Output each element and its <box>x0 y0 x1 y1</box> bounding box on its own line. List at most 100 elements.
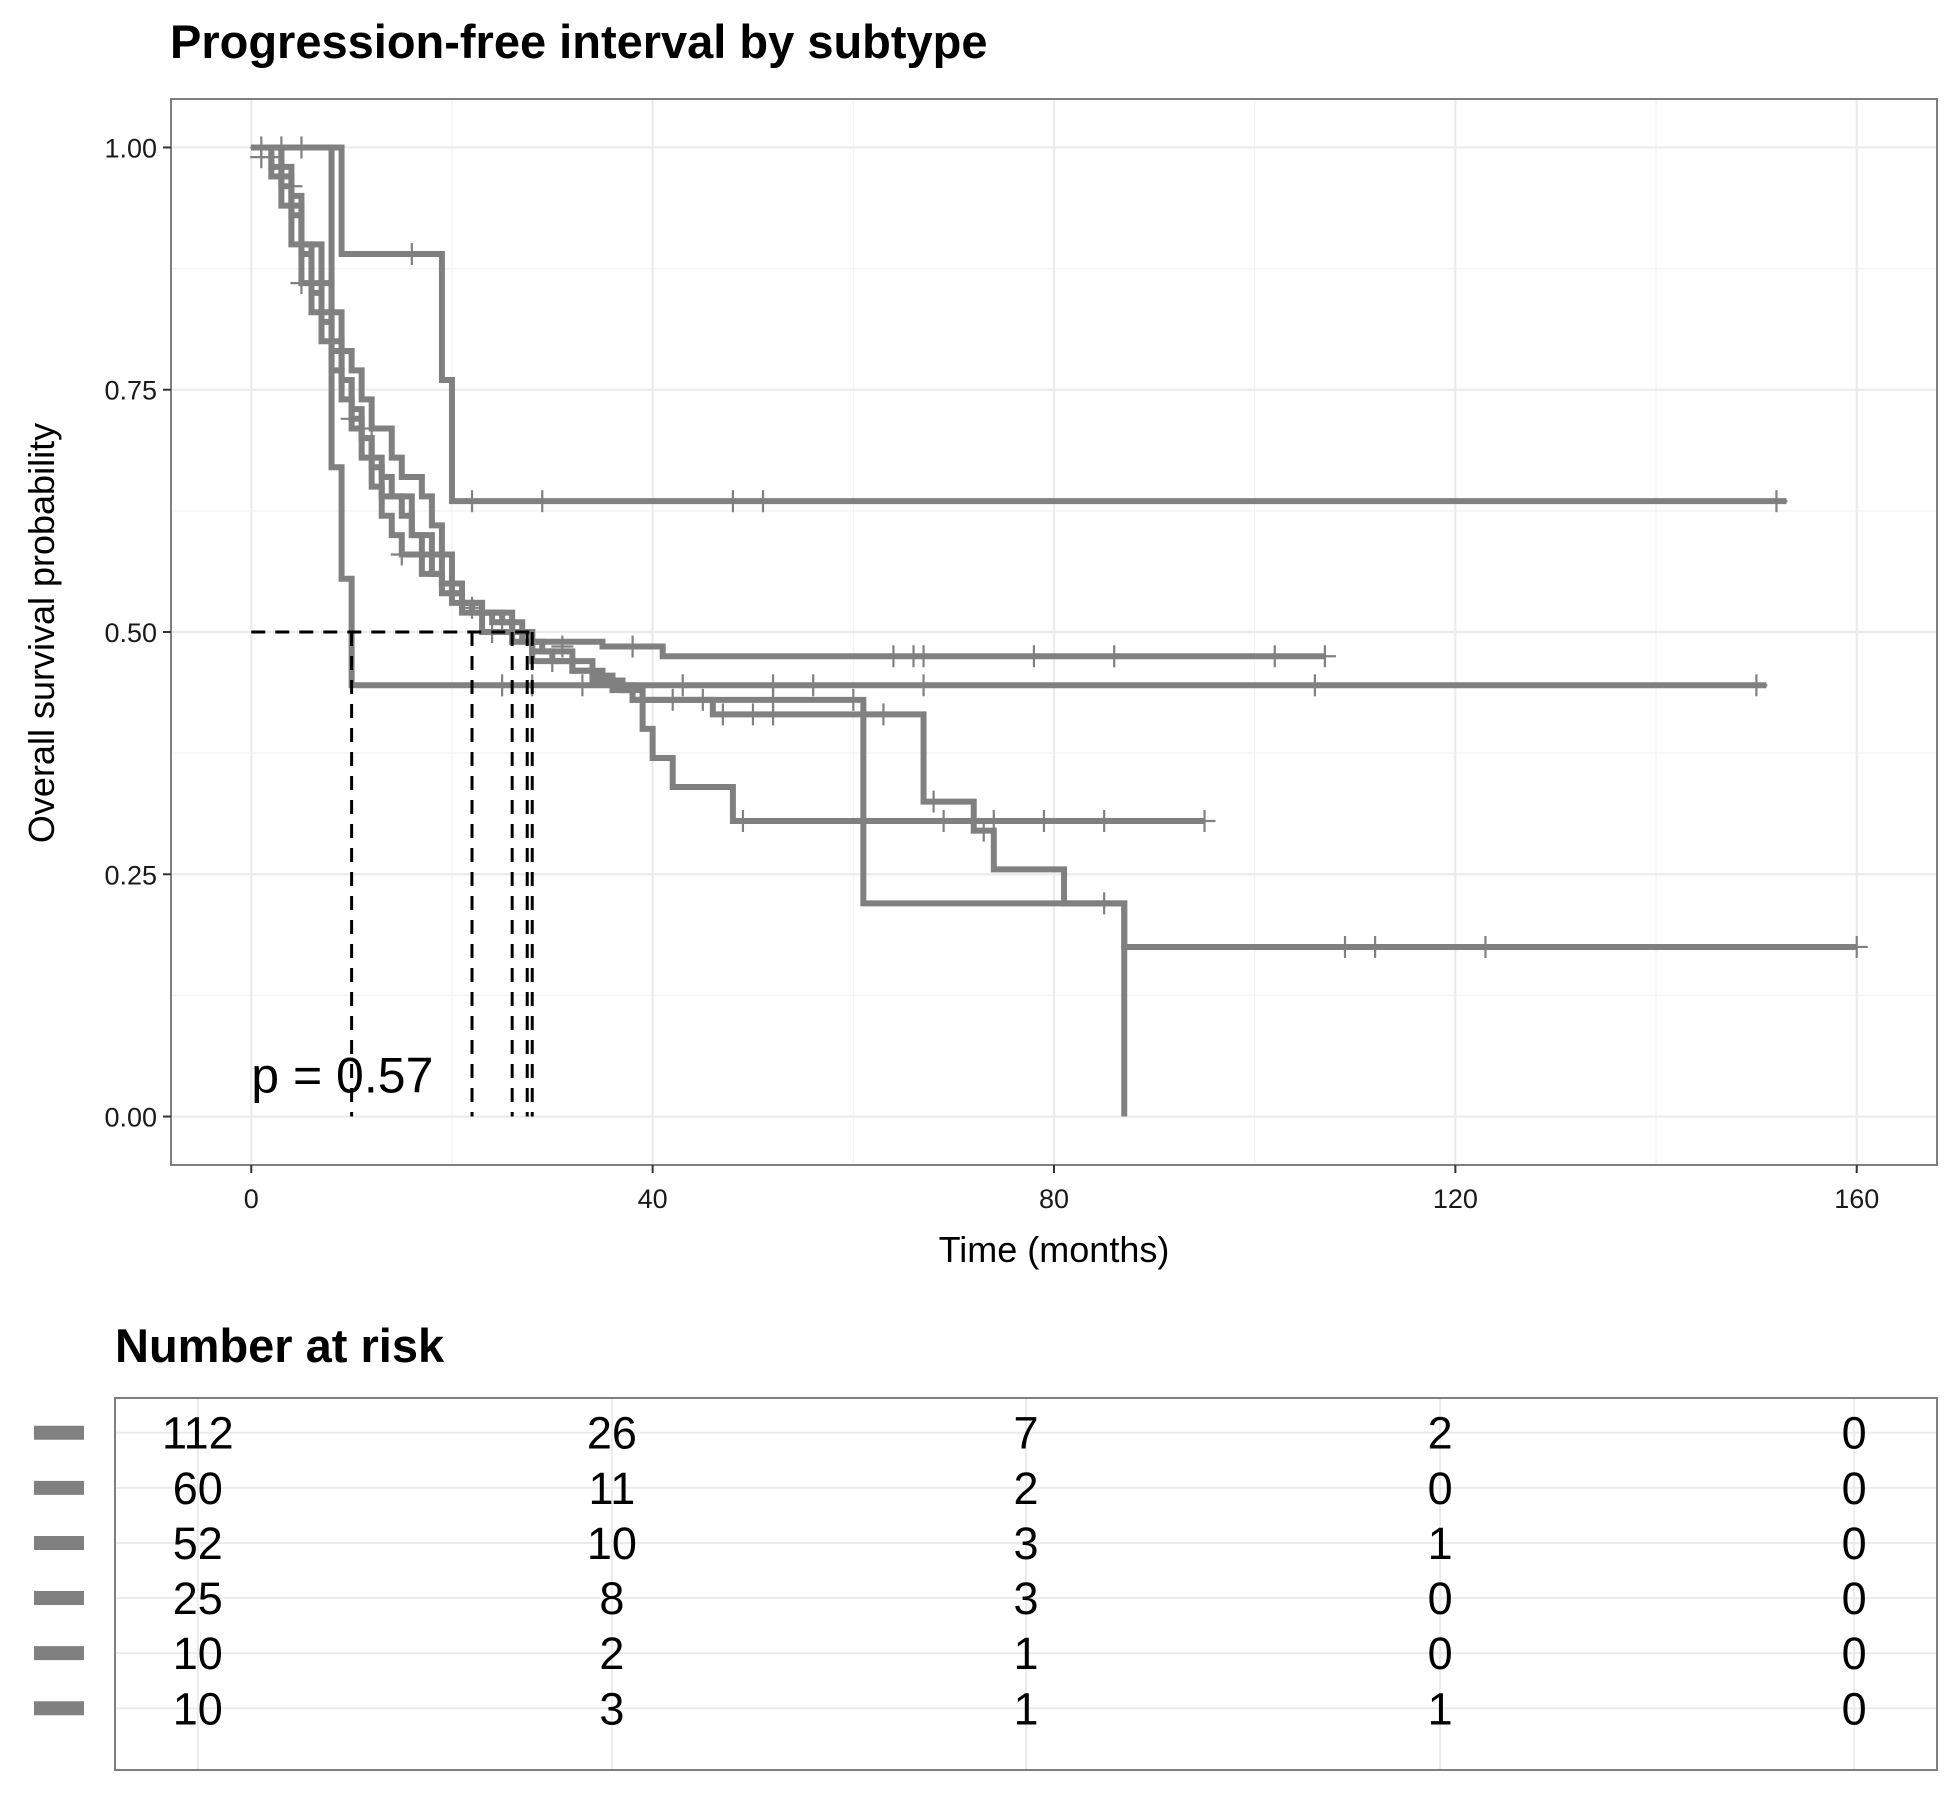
y-axis-label: Overall survival probability <box>21 423 62 843</box>
censor-mark <box>320 330 343 353</box>
censor-mark <box>1032 809 1055 832</box>
censor-marks <box>250 136 1868 958</box>
censor-mark <box>1303 674 1326 697</box>
risk-value: 0 <box>1428 1463 1453 1514</box>
risk-value: 2 <box>1013 1463 1038 1514</box>
risk-table-title: Number at risk <box>115 1319 445 1372</box>
x-axis: 0 40 80 120 160 <box>244 1165 1879 1214</box>
censor-mark <box>661 688 684 711</box>
censor-mark <box>1313 645 1336 668</box>
censor-mark <box>711 703 734 726</box>
risk-table-grid <box>115 1398 1937 1770</box>
risk-table-values: 112 26 7 2 060 11 2 0 052 10 3 1 025 8 3 0 010 2 1 0 010 3 1 1 0 <box>162 1408 1867 1735</box>
censor-mark <box>691 688 714 711</box>
censor-mark <box>1263 645 1286 668</box>
risk-value: 1 <box>1428 1518 1453 1569</box>
censor-mark <box>671 674 694 697</box>
y-tick-label: 0.00 <box>104 1103 157 1133</box>
risk-value: 25 <box>173 1573 223 1624</box>
censor-mark <box>932 809 955 832</box>
censor-mark <box>270 165 293 188</box>
risk-value: 0 <box>1842 1683 1867 1734</box>
censor-mark <box>541 650 564 673</box>
risk-value: 0 <box>1842 1463 1867 1514</box>
risk-value: 8 <box>599 1573 624 1624</box>
censor-mark <box>1193 809 1216 832</box>
censor-mark <box>461 596 484 619</box>
censor-mark <box>752 490 775 513</box>
censor-mark <box>400 243 423 266</box>
risk-table-strata-markers <box>34 1425 84 1716</box>
p-value-label: p = 0.57 <box>251 1047 433 1103</box>
x-tick-label: 80 <box>1039 1184 1069 1214</box>
risk-value: 0 <box>1842 1573 1867 1624</box>
survival-curve-6 <box>251 144 1767 689</box>
censor-mark <box>621 635 644 658</box>
chart-title: Progression-free interval by subtype <box>170 15 988 68</box>
censor-mark <box>270 136 293 159</box>
risk-value: 1 <box>1013 1628 1038 1679</box>
y-tick-label: 0.25 <box>104 860 157 890</box>
censor-mark <box>802 674 825 697</box>
censor-mark <box>290 136 313 159</box>
censor-mark <box>762 674 785 697</box>
censor-mark <box>1364 935 1387 958</box>
risk-value: 7 <box>1013 1408 1038 1459</box>
censor-mark <box>1093 892 1116 915</box>
x-tick-label: 120 <box>1433 1184 1478 1214</box>
y-axis: 0.00 0.25 0.50 0.75 1.00 <box>104 133 171 1133</box>
risk-value: 10 <box>173 1628 223 1679</box>
x-tick-label: 160 <box>1834 1184 1879 1214</box>
censor-mark <box>852 809 875 832</box>
censor-mark <box>721 490 744 513</box>
censor-mark <box>912 674 935 697</box>
risk-value: 10 <box>587 1518 637 1569</box>
y-tick-label: 1.00 <box>104 133 157 163</box>
censor-mark <box>912 645 935 668</box>
risk-value: 112 <box>162 1408 234 1459</box>
censor-mark <box>1765 490 1788 513</box>
risk-value: 52 <box>173 1518 223 1569</box>
median-lines <box>251 630 534 1117</box>
risk-value: 0 <box>1842 1408 1867 1459</box>
censor-mark <box>360 417 383 440</box>
censor-mark <box>280 175 303 198</box>
censor-mark <box>390 543 413 566</box>
censor-mark <box>571 674 594 697</box>
y-tick-label: 0.75 <box>104 376 157 406</box>
censor-mark <box>461 490 484 513</box>
censor-mark <box>1022 645 1045 668</box>
x-tick-label: 40 <box>638 1184 668 1214</box>
censor-mark <box>1845 935 1868 958</box>
risk-value: 26 <box>587 1408 637 1459</box>
plot-panel: p = 0.57 <box>170 98 1938 1166</box>
x-tick-label: 0 <box>244 1184 259 1214</box>
censor-mark <box>420 543 443 566</box>
x-axis-label: Time (months) <box>939 1229 1170 1270</box>
censor-mark <box>842 688 865 711</box>
censor-mark <box>551 635 574 658</box>
risk-value: 0 <box>1842 1628 1867 1679</box>
censor-mark <box>972 819 995 842</box>
censor-mark <box>872 703 895 726</box>
risk-value: 3 <box>599 1683 624 1734</box>
censor-mark <box>1093 809 1116 832</box>
grid-major <box>171 99 1937 1165</box>
risk-value: 2 <box>1428 1408 1453 1459</box>
risk-value: 0 <box>1428 1573 1453 1624</box>
censor-mark <box>1745 674 1768 697</box>
censor-mark <box>491 611 514 634</box>
censor-mark <box>741 703 764 726</box>
censor-mark <box>491 674 514 697</box>
y-tick-label: 0.50 <box>104 618 157 648</box>
risk-value: 1 <box>1428 1683 1453 1734</box>
censor-mark <box>1474 935 1497 958</box>
risk-table: 112 26 7 2 060 11 2 0 052 10 3 1 025 8 3 0 010 2 1 0 010 3 1 1 0 <box>114 1397 1938 1771</box>
risk-value: 3 <box>1013 1573 1038 1624</box>
censor-mark <box>982 809 1005 832</box>
censor-mark <box>731 809 754 832</box>
censor-mark <box>250 136 273 159</box>
censor-mark <box>1103 645 1126 668</box>
